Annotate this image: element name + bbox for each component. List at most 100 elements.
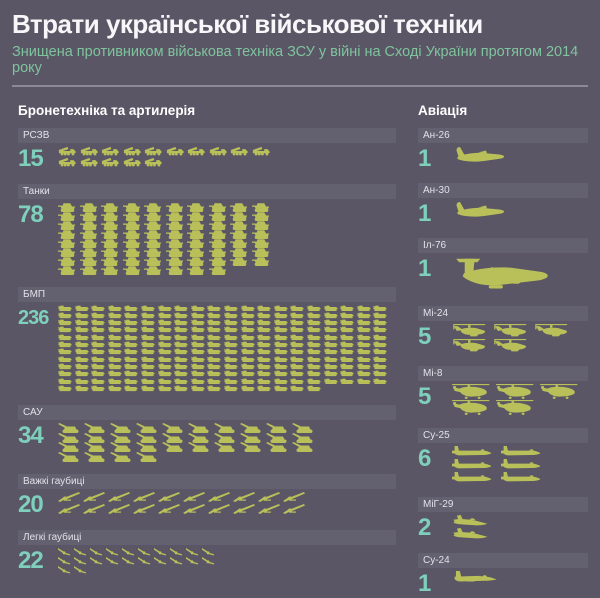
lhow-icon (74, 548, 87, 556)
section-label-mi8: Мі-8 (418, 365, 588, 381)
su25-icon (501, 459, 541, 471)
header: Втрати української військової техніки Зн… (0, 0, 600, 87)
section-label-an30: Ан-30 (418, 182, 588, 198)
bmp-icon (257, 385, 271, 392)
bmp-icon (108, 378, 122, 385)
bmp-icon (158, 312, 172, 319)
lhow-icon (138, 548, 151, 556)
bmp-icon (257, 326, 271, 333)
mi24-icon (493, 339, 530, 353)
bmp-icon (373, 363, 387, 370)
bmp-icon (224, 385, 238, 392)
section-tank: Танки 78 (18, 183, 396, 276)
bmp-icon (274, 370, 288, 377)
bmp-icon (58, 356, 72, 363)
bmp-icon (75, 363, 89, 370)
bmp-icon (91, 312, 105, 319)
an26-icon (452, 146, 508, 168)
sau-icon (162, 442, 185, 453)
bmp-icon (174, 356, 188, 363)
bmp-icon (91, 334, 105, 341)
page-subtitle: Знищена противником військова техніка ЗС… (12, 43, 579, 76)
bmp-icon (108, 348, 122, 355)
bmp-icon (141, 312, 155, 319)
bmp-icon (58, 326, 72, 333)
bmp-icon (91, 319, 105, 326)
bmp-icon (224, 356, 238, 363)
hhow-icon (83, 504, 105, 514)
pictogram-grid-su25 (452, 446, 588, 485)
bmp-icon (257, 370, 271, 377)
mlrs-icon (58, 146, 77, 156)
bmp-icon (58, 319, 72, 326)
bmp-icon (307, 334, 321, 341)
hhow-icon (158, 504, 180, 514)
bmp-icon (307, 326, 321, 333)
bmp-icon (224, 305, 238, 312)
hhow-icon (58, 492, 80, 502)
pictogram-grid-an30 (452, 201, 588, 226)
tank-icon (230, 256, 249, 267)
bmp-icon (141, 378, 155, 385)
bmp-icon (141, 326, 155, 333)
lhow-icon (170, 557, 183, 565)
mlrs-icon (80, 157, 99, 167)
mlrs-icon (187, 146, 206, 156)
bmp-icon (141, 341, 155, 348)
count-bmp: 236 (18, 306, 49, 329)
section-label-il76: Іл-76 (418, 237, 588, 253)
lhow-icon (186, 548, 199, 556)
section-label-sau: САУ (18, 405, 396, 421)
bmp-icon (174, 348, 188, 355)
bmp-icon (158, 348, 172, 355)
bmp-icon (290, 305, 304, 312)
aviation-column-header: Авіація (418, 102, 468, 118)
bmp-icon (307, 319, 321, 326)
lhow-icon (58, 557, 71, 565)
pictogram-grid-bmp (58, 305, 396, 393)
bmp-icon (158, 334, 172, 341)
bmp-icon (290, 363, 304, 370)
bmp-icon (207, 312, 221, 319)
mi24-icon (493, 324, 530, 338)
lhow-icon (58, 566, 71, 574)
section-su25: Су-25 6 (418, 427, 588, 485)
lhow-icon (74, 557, 87, 565)
bmp-icon (108, 319, 122, 326)
bmp-icon (124, 312, 138, 319)
pictogram-grid-mlrs (58, 146, 396, 171)
bmp-icon (124, 334, 138, 341)
bmp-icon (207, 326, 221, 333)
tank-icon (144, 265, 163, 276)
bmp-icon (141, 363, 155, 370)
bmp-icon (75, 341, 89, 348)
bmp-icon (207, 370, 221, 377)
bmp-icon (373, 356, 387, 363)
bmp-icon (241, 378, 255, 385)
bmp-icon (241, 305, 255, 312)
bmp-icon (141, 385, 155, 392)
bmp-icon (357, 341, 371, 348)
bmp-icon (257, 334, 271, 341)
lhow-icon (122, 548, 135, 556)
lhow-icon (106, 557, 119, 565)
bmp-icon (357, 356, 371, 363)
bmp-icon (224, 334, 238, 341)
bmp-icon (141, 305, 155, 312)
bmp-icon (257, 378, 271, 385)
bmp-icon (324, 378, 338, 385)
bmp-icon (191, 319, 205, 326)
section-label-su25: Су-25 (418, 427, 588, 443)
bmp-icon (357, 363, 371, 370)
bmp-icon (191, 305, 205, 312)
hhow-icon (258, 504, 280, 514)
bmp-icon (324, 363, 338, 370)
section-mi24: Мі-24 5 (418, 305, 588, 354)
bmp-icon (340, 326, 354, 333)
bmp-icon (108, 341, 122, 348)
bmp-icon (141, 348, 155, 355)
bmp-icon (191, 341, 205, 348)
bmp-icon (124, 363, 138, 370)
section-label-lhow: Легкі гаубиці (18, 530, 396, 546)
bmp-icon (207, 305, 221, 312)
